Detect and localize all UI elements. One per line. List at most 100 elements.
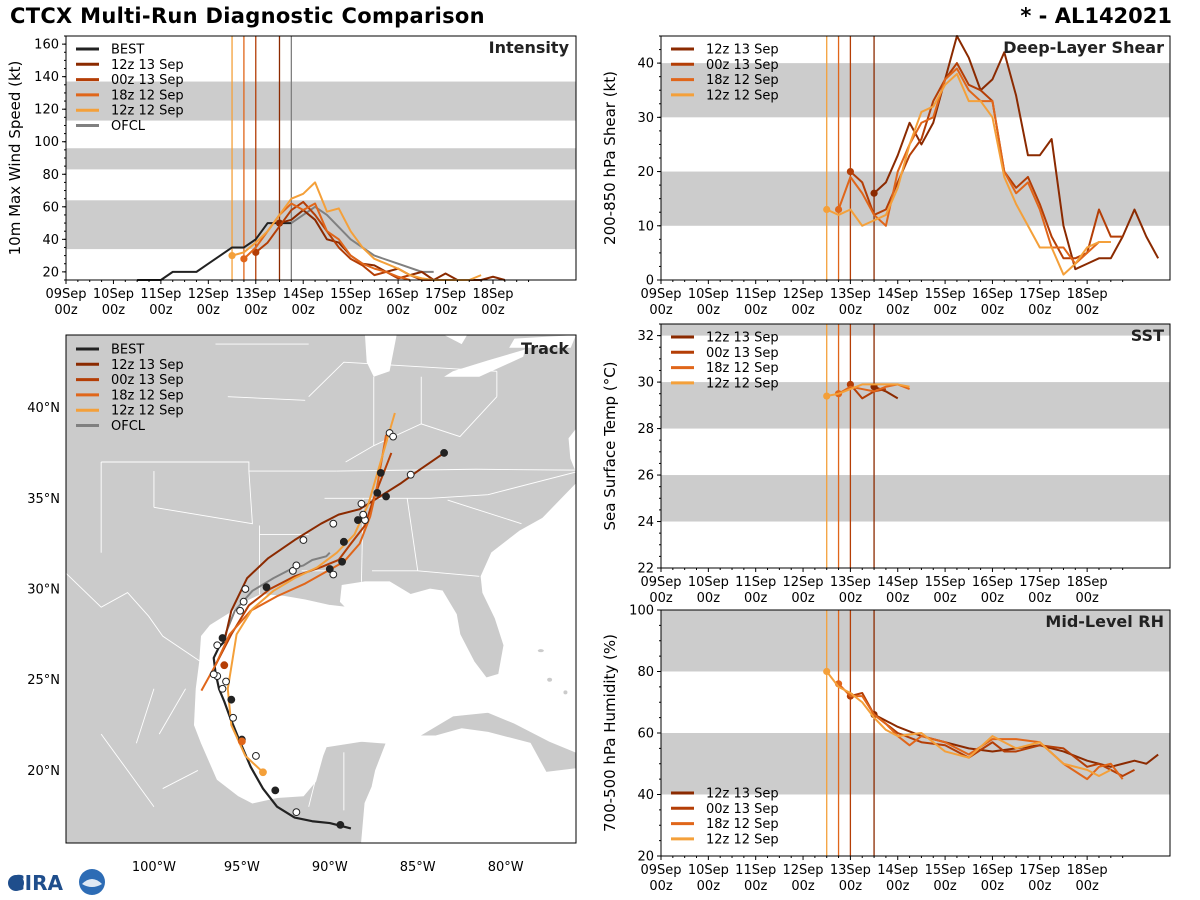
y-tick-label: 24 [637, 515, 654, 530]
legend-label: 18z 12 Sep [706, 817, 779, 832]
track-position-point [213, 641, 222, 650]
x-tick-label: 09Sep [640, 863, 681, 878]
y-axis-label: 700-500 hPa Humidity (%) [601, 634, 619, 832]
track-position-point [209, 670, 218, 679]
x-tick-label: 09Sep [640, 575, 681, 590]
cira-globe-icon [8, 875, 24, 891]
shaded-band [661, 610, 1170, 672]
x-tick-label: 00z [697, 879, 721, 894]
series-line-12z13 [873, 385, 899, 400]
lon-tick-label: 80°W [488, 860, 524, 875]
x-tick-label: 00z [839, 879, 863, 894]
track-position-point [299, 536, 308, 544]
x-tick-label: 10Sep [93, 287, 134, 302]
track-position-point [220, 661, 229, 670]
map-frame [65, 334, 577, 844]
track-position-point [239, 597, 248, 606]
track-position-point [227, 695, 236, 704]
lat-tick-label: 25°N [27, 673, 60, 688]
x-tick-label: 09Sep [45, 287, 86, 302]
legend-label: 12z 12 Sep [706, 88, 779, 103]
legend-label: 12z 12 Sep [706, 832, 779, 847]
track-position-point [259, 768, 267, 777]
state-border [100, 733, 155, 807]
x-tick-label: 00z [697, 303, 721, 318]
y-tick-label: 40 [42, 233, 59, 248]
x-tick-label: 09Sep [640, 287, 681, 302]
state-border [447, 499, 522, 525]
series-start-point [834, 205, 843, 214]
x-tick-label: 00z [744, 303, 768, 318]
y-tick-label: 80 [42, 168, 59, 183]
series-line-12z13 [873, 35, 1160, 271]
legend-label: 12z 13 Sep [706, 787, 779, 802]
legend-label: 18z 12 Sep [706, 361, 779, 376]
state-border [227, 396, 306, 401]
shaded-band [661, 171, 1170, 226]
land-bahamas [537, 649, 544, 653]
legend-label: OFCL [111, 419, 146, 434]
x-tick-label: 16Sep [972, 287, 1013, 302]
x-tick-label: 15Sep [925, 287, 966, 302]
x-tick-label: 00z [933, 303, 957, 318]
land-bahamas [563, 690, 568, 695]
x-tick-label: 00z [244, 303, 268, 318]
shaded-band [661, 733, 1170, 795]
legend-label: 00z 13 Sep [706, 346, 779, 361]
x-tick-label: 12Sep [783, 287, 824, 302]
x-tick-label: 00z [886, 303, 910, 318]
series-start-point [823, 667, 831, 676]
track-position-point [218, 634, 227, 642]
x-tick-label: 00z [649, 303, 673, 318]
great-lake [509, 335, 576, 348]
land-bahamas [547, 677, 553, 682]
state-border [135, 688, 155, 744]
series-line-18z12 [837, 67, 1111, 265]
state-border [153, 471, 253, 525]
y-tick-label: 20 [42, 265, 59, 280]
x-tick-label: 14Sep [877, 287, 918, 302]
state-border [308, 361, 497, 398]
lon-tick-label: 85°W [400, 860, 436, 875]
x-tick-label: 13Sep [830, 575, 871, 590]
series-start-point [870, 189, 878, 197]
cira-logo: CIRA [8, 869, 105, 895]
legend-label: 18z 12 Sep [111, 88, 184, 103]
series-line-12z12 [826, 72, 1111, 276]
lat-tick-label: 30°N [27, 583, 60, 598]
legend-label: 12z 12 Sep [111, 104, 184, 119]
x-tick-label: 16Sep [378, 287, 419, 302]
legend-label: 12z 13 Sep [111, 358, 184, 373]
y-tick-label: 20 [637, 850, 654, 865]
track-position-point [406, 470, 415, 479]
x-tick-label: 00z [102, 303, 126, 318]
track-position-point [440, 449, 449, 457]
great-lake [444, 335, 468, 345]
legend-label: 12z 12 Sep [706, 376, 779, 391]
lat-tick-label: 20°N [27, 764, 60, 779]
legend-label: 00z 13 Sep [706, 58, 779, 73]
lon-tick-label: 100°W [132, 860, 176, 875]
shaded-band [66, 81, 576, 121]
y-tick-label: 26 [637, 469, 654, 484]
x-tick-label: 00z [791, 879, 815, 894]
track-position-point [373, 488, 382, 497]
land-cuba [418, 711, 576, 773]
x-tick-label: 13Sep [830, 287, 871, 302]
y-axis-label: Sea Surface Temp (°C) [601, 361, 619, 530]
x-tick-label: 00z [481, 303, 505, 318]
y-tick-label: 60 [637, 727, 654, 742]
panel-title: Mid-Level RH [1045, 612, 1164, 631]
y-tick-label: 140 [34, 70, 59, 85]
x-tick-label: 11Sep [140, 287, 181, 302]
x-tick-label: 00z [649, 879, 673, 894]
y-tick-label: 60 [42, 200, 59, 215]
track-position-point [271, 786, 280, 795]
x-tick-label: 00z [839, 591, 863, 606]
track-position-point [329, 519, 338, 528]
track-line-ofcl [223, 552, 331, 642]
